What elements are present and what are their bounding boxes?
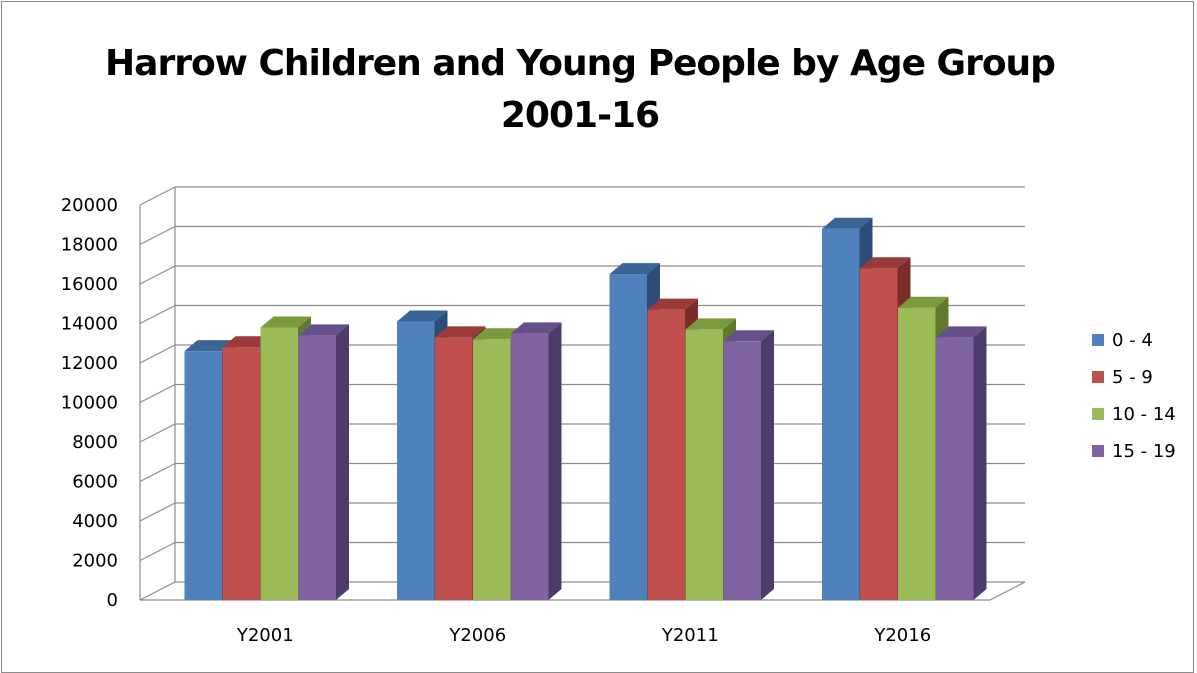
y-tick-label: 6000 <box>72 472 118 493</box>
bar-front <box>936 337 974 600</box>
y-tick-label: 8000 <box>72 432 118 453</box>
y-tick-label: 10000 <box>61 393 118 414</box>
legend-item: 15 - 19 <box>1092 441 1176 462</box>
bar-front <box>298 335 336 600</box>
gridline-depth <box>139 265 176 285</box>
legend-swatch <box>1092 371 1104 383</box>
legend-swatch <box>1092 445 1104 457</box>
x-tick-label: Y2001 <box>236 625 294 646</box>
bar-front <box>397 321 435 600</box>
legend-item: 10 - 14 <box>1092 404 1176 425</box>
bar-top <box>822 217 873 229</box>
bar-top <box>260 316 311 328</box>
bar <box>723 330 774 600</box>
bar-front <box>435 337 473 600</box>
legend-item: 5 - 9 <box>1092 367 1153 388</box>
bar-top <box>609 263 660 275</box>
legend: 0 - 4 5 - 9 10 - 14 15 - 19 <box>1092 330 1176 462</box>
gridline-depth <box>139 344 176 364</box>
bar-top <box>397 310 448 322</box>
gridline-depth <box>139 502 176 522</box>
legend-label: 15 - 19 <box>1112 441 1176 462</box>
gridline-depth <box>139 581 176 601</box>
gridline-depth <box>139 541 176 562</box>
bar-front <box>473 339 511 600</box>
bar-top <box>435 326 486 338</box>
bar-front <box>184 351 222 600</box>
gridline-depth <box>139 462 176 483</box>
x-tick-label: Y2006 <box>448 625 506 646</box>
legend-swatch <box>1092 408 1104 420</box>
x-tick-label: Y2016 <box>873 625 931 646</box>
legend-label: 5 - 9 <box>1112 367 1153 388</box>
gridline-depth <box>139 225 176 246</box>
bar-side <box>336 324 349 600</box>
y-tick-labels: 0 2000 4000 6000 8000 10000 12000 14000 16000 180… <box>61 195 118 611</box>
y-tick-label: 18000 <box>61 235 118 256</box>
bar-top <box>723 330 774 342</box>
bar-top <box>685 318 736 330</box>
chart-title-line-1: Harrow Children and Young People by Age … <box>105 43 1056 84</box>
bar-top <box>298 324 349 336</box>
y-tick-label: 2000 <box>72 551 118 572</box>
bar-front <box>222 347 260 600</box>
y-tick-label: 4000 <box>72 511 118 532</box>
bar-top <box>511 322 562 334</box>
bar-front <box>609 274 647 600</box>
y-tick-label: 20000 <box>61 195 118 216</box>
bars <box>184 217 987 600</box>
bar-side <box>548 322 562 600</box>
bar-front <box>511 333 549 600</box>
y-tick-label: 0 <box>107 590 118 611</box>
bar-top <box>184 340 235 352</box>
y-tick-label: 12000 <box>61 353 118 374</box>
bar-front <box>898 307 936 600</box>
gridline-depth <box>139 304 176 325</box>
bar-side <box>761 330 774 600</box>
bar-side <box>973 326 987 600</box>
legend-label: 10 - 14 <box>1112 404 1176 425</box>
bar-front <box>685 329 723 600</box>
chart-title-line-2: 2001-16 <box>500 95 660 136</box>
bar-front <box>860 268 898 600</box>
legend-swatch <box>1092 334 1104 346</box>
bar-top <box>473 328 524 340</box>
bar-front <box>260 327 298 600</box>
bar <box>511 322 562 600</box>
gridline-depth <box>139 186 176 206</box>
x-tick-label: Y2011 <box>661 625 719 646</box>
bar-top <box>936 326 987 338</box>
gridline-depth <box>139 383 176 404</box>
bar-top <box>647 298 698 310</box>
bar-front <box>822 228 860 600</box>
bar-top <box>222 336 273 348</box>
y-tick-label: 14000 <box>61 314 118 335</box>
bar-front <box>723 341 761 600</box>
chart-title: Harrow Children and Young People by Age … <box>0 38 1160 142</box>
legend-label: 0 - 4 <box>1112 330 1153 351</box>
floor-right-edge <box>989 581 1026 601</box>
bar <box>936 326 987 600</box>
gridline-depth <box>139 423 176 443</box>
bar-top <box>898 296 949 308</box>
y-tick-label: 16000 <box>61 274 118 295</box>
bar-front <box>647 309 685 600</box>
legend-item: 0 - 4 <box>1092 330 1153 351</box>
bar <box>298 324 349 600</box>
bar-top <box>860 257 911 269</box>
